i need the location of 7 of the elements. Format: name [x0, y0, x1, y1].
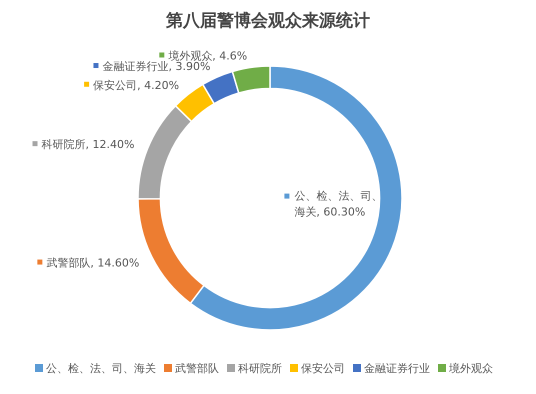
legend-label: 境外观众	[448, 362, 493, 375]
legend-label: 武警部队	[175, 362, 219, 375]
legend-label: 科研院所	[238, 362, 282, 375]
legend-label: 公、检、法、司、海关	[46, 362, 156, 375]
legend-label: 保安公司	[301, 362, 345, 375]
chart-title: 第八届警博会观众来源统计	[165, 11, 370, 31]
legend-label: 金融证券行业	[364, 362, 430, 375]
